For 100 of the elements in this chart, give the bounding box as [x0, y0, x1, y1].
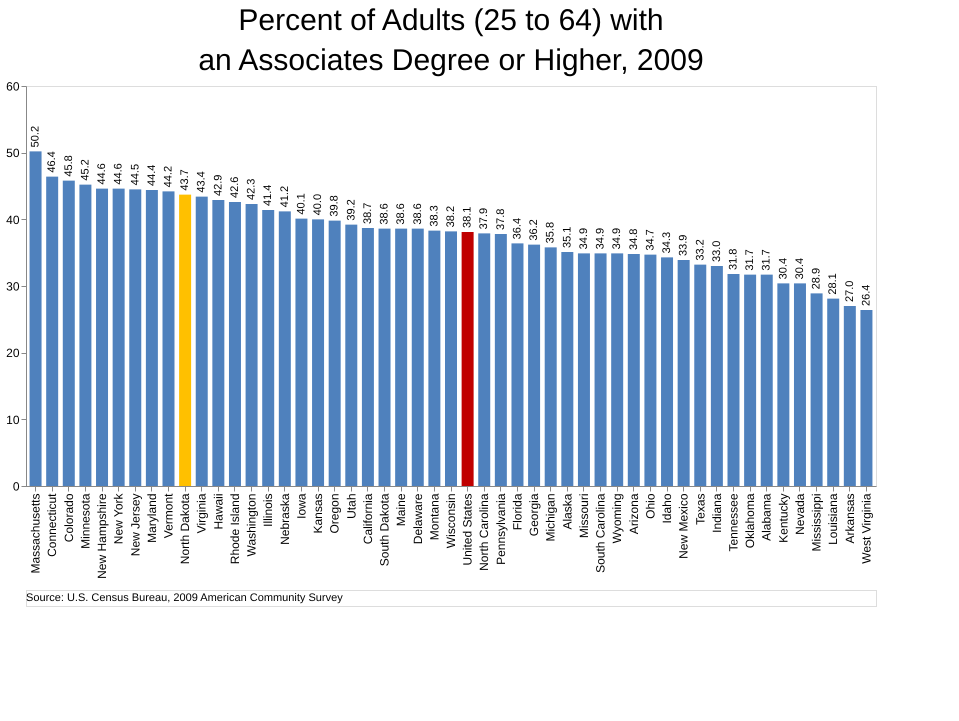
x-tick-label: Arizona — [626, 493, 641, 534]
bar — [395, 228, 408, 486]
data-label: 36.4 — [511, 218, 524, 240]
x-tick-label: Utah — [344, 494, 358, 519]
bar — [345, 224, 358, 486]
bar — [179, 194, 192, 486]
data-label: 34.7 — [644, 229, 656, 251]
data-label: 34.9 — [594, 228, 607, 250]
x-tick-label: Maine — [394, 493, 408, 526]
bar — [79, 184, 92, 486]
bar — [561, 252, 574, 486]
data-label: 45.8 — [62, 155, 75, 177]
data-label: 33.9 — [678, 234, 690, 256]
data-label: 42.3 — [246, 178, 258, 200]
data-label: 44.2 — [162, 166, 174, 188]
x-tick-label: Idaho — [660, 493, 674, 524]
y-tick-label: 20 — [6, 346, 20, 360]
x-tick-label: Montana — [427, 493, 442, 540]
data-label: 38.6 — [395, 203, 408, 225]
bar — [295, 218, 308, 486]
bar — [246, 204, 258, 486]
x-tick-label: Colorado — [62, 493, 76, 542]
data-label: 28.1 — [827, 273, 840, 295]
x-tick-label: Florida — [510, 493, 524, 530]
bar — [628, 254, 640, 486]
data-label: 31.8 — [728, 248, 740, 270]
data-label: 45.2 — [79, 159, 92, 181]
data-label: 41.4 — [262, 184, 274, 206]
source-note: Source: U.S. Census Bureau, 2009 American Community Survey — [26, 592, 344, 604]
data-label: 38.3 — [428, 205, 440, 227]
bar — [494, 234, 507, 486]
x-tick-label: Ohio — [643, 493, 658, 519]
data-label: 33.0 — [710, 240, 723, 262]
x-tick-label: Maryland — [144, 494, 159, 543]
data-label: 44.6 — [112, 163, 125, 185]
x-tick-label: Tennessee — [726, 493, 740, 552]
bar — [694, 264, 706, 486]
x-tick-label: Missouri — [576, 494, 591, 538]
bar — [162, 191, 174, 486]
bar — [794, 283, 806, 486]
data-label: 34.9 — [611, 228, 624, 250]
data-label: 38.6 — [412, 203, 424, 225]
bar — [462, 232, 474, 486]
data-label: 39.8 — [328, 195, 341, 217]
x-tick-label: Texas — [693, 494, 708, 525]
bar — [678, 260, 690, 486]
bar — [827, 298, 840, 486]
bar — [728, 274, 740, 486]
data-label: 40.0 — [312, 194, 324, 216]
x-tick-label: Kentucky — [776, 494, 790, 543]
bar — [112, 188, 125, 486]
x-tick-label: Massachusetts — [28, 494, 43, 574]
data-label: 30.4 — [794, 258, 806, 280]
bar — [661, 257, 674, 486]
bar — [578, 253, 590, 486]
data-label: 33.2 — [694, 239, 706, 261]
data-label: 38.1 — [462, 206, 474, 228]
data-label: 40.1 — [295, 193, 308, 215]
bar — [744, 274, 756, 486]
x-tick-label: New Mexico — [676, 493, 691, 559]
x-tick-label: Iowa — [294, 493, 308, 519]
bar — [611, 253, 624, 486]
bar — [362, 228, 374, 486]
x-tick-label: Mississippi — [810, 494, 824, 552]
x-tick-label: Oklahoma — [743, 493, 758, 548]
data-label: 38.6 — [378, 203, 391, 225]
y-tick-label: 30 — [6, 280, 20, 294]
bar — [760, 274, 773, 486]
bar — [777, 283, 790, 486]
x-tick-label: Washington — [244, 494, 259, 556]
bar — [478, 233, 490, 486]
x-tick-label: Michigan — [544, 494, 558, 542]
x-tick-label: United States — [460, 494, 475, 566]
x-tick-label: Illinois — [261, 494, 276, 527]
y-tick-label: 50 — [6, 146, 20, 160]
x-tick-label: Rhode Island — [228, 494, 242, 564]
bar — [278, 211, 291, 486]
bar — [129, 189, 142, 486]
bar — [196, 196, 208, 486]
data-label: 34.3 — [661, 232, 674, 254]
bar — [445, 231, 457, 486]
data-label: 27.0 — [844, 280, 856, 302]
bar — [710, 266, 723, 486]
data-label: 38.7 — [362, 202, 374, 224]
data-label: 44.5 — [129, 164, 142, 186]
bar — [378, 228, 391, 486]
data-label: 50.2 — [30, 126, 42, 148]
x-tick-label: North Dakota — [178, 493, 192, 564]
x-tick-label: Nevada — [792, 493, 807, 535]
bar — [146, 190, 158, 486]
data-label: 26.4 — [860, 284, 872, 306]
x-tick-label: Oregon — [328, 494, 342, 534]
data-label: 46.4 — [46, 151, 58, 173]
data-label: 42.6 — [228, 176, 241, 198]
x-tick-label: Indiana — [710, 493, 724, 533]
data-label: 34.8 — [628, 228, 640, 250]
bar — [228, 202, 241, 486]
y-tick-label: 40 — [6, 212, 20, 227]
data-label: 43.4 — [196, 171, 208, 193]
x-tick-label: South Carolina — [594, 493, 608, 573]
